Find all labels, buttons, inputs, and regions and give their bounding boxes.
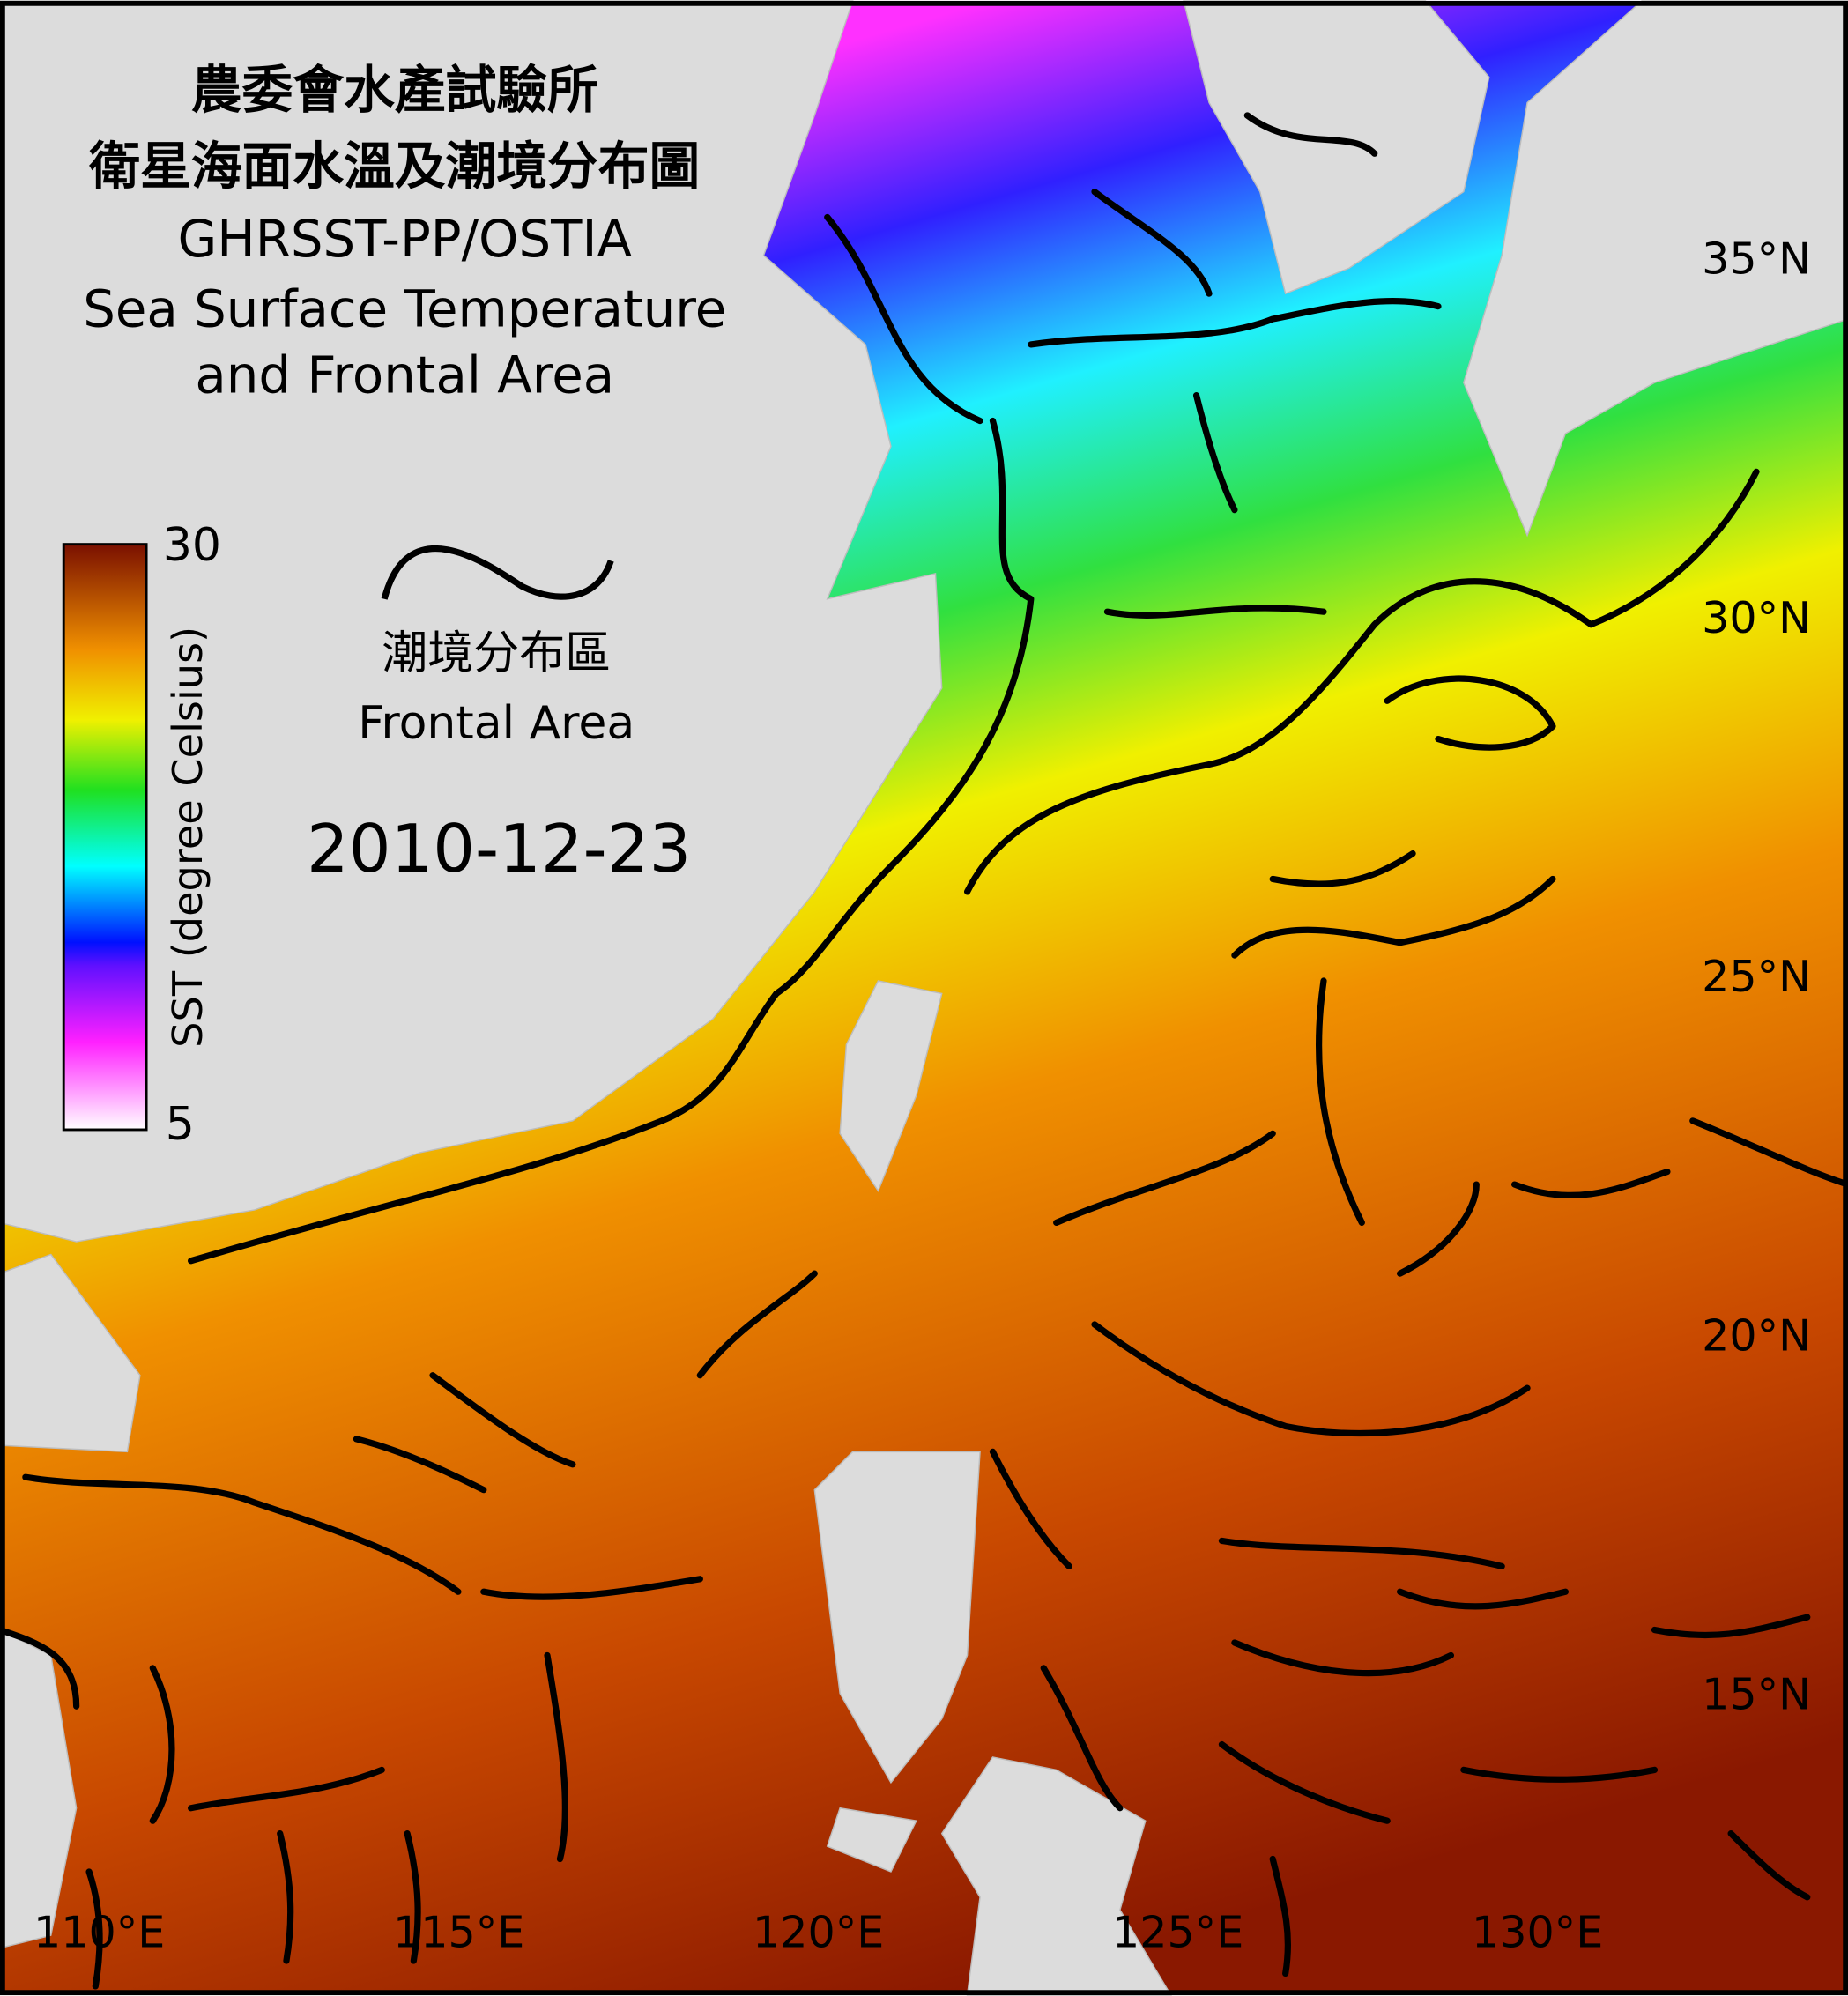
colorbar-label: SST (degree Celsius) — [164, 627, 212, 1048]
fronts — [0, 112, 1848, 1990]
title-block: 農委會水產試驗所 衛星海面水溫及潮境分布圖 GHRSST-PP/OSTIA Se… — [83, 60, 726, 405]
lat-label: 25°N — [1702, 951, 1811, 1002]
title-en: Sea Surface Temperature — [83, 278, 726, 338]
lon-labels: 110°E 115°E 120°E 125°E 130°E — [33, 1907, 1603, 1958]
lat-label: 30°N — [1702, 592, 1811, 643]
lon-label: 130°E — [1472, 1907, 1603, 1958]
legend-label-en: Frontal Area — [358, 697, 635, 750]
lat-label: 35°N — [1702, 234, 1811, 285]
lon-label: 115°E — [393, 1907, 524, 1958]
title-zh: 農委會水產試驗所 — [191, 60, 598, 120]
legend-symbol — [381, 545, 614, 600]
colorbar-tick: 5 — [166, 1098, 195, 1151]
colorbar-tick: 30 — [163, 519, 221, 572]
subtitle-zh: 衛星海面水溫及潮境分布圖 — [88, 137, 700, 197]
lon-label: 120°E — [753, 1907, 884, 1958]
legend-label-zh: 潮境分布區 — [382, 627, 611, 680]
title-en: and Frontal Area — [195, 345, 614, 405]
lat-label: 15°N — [1702, 1669, 1811, 1720]
colorbar: 30 5 SST (degree Celsius) — [62, 519, 221, 1151]
lon-label: 125°E — [1112, 1907, 1243, 1958]
legend: 潮境分布區 Frontal Area — [358, 545, 635, 750]
title-en: GHRSST-PP/OSTIA — [178, 209, 633, 269]
lat-labels: 35°N 30°N 25°N 20°N 15°N — [1702, 234, 1811, 1720]
lon-label: 110°E — [33, 1907, 165, 1958]
date: 2010-12-23 — [307, 810, 691, 887]
lat-label: 20°N — [1702, 1310, 1811, 1361]
colorbar-ramp — [62, 543, 148, 1132]
